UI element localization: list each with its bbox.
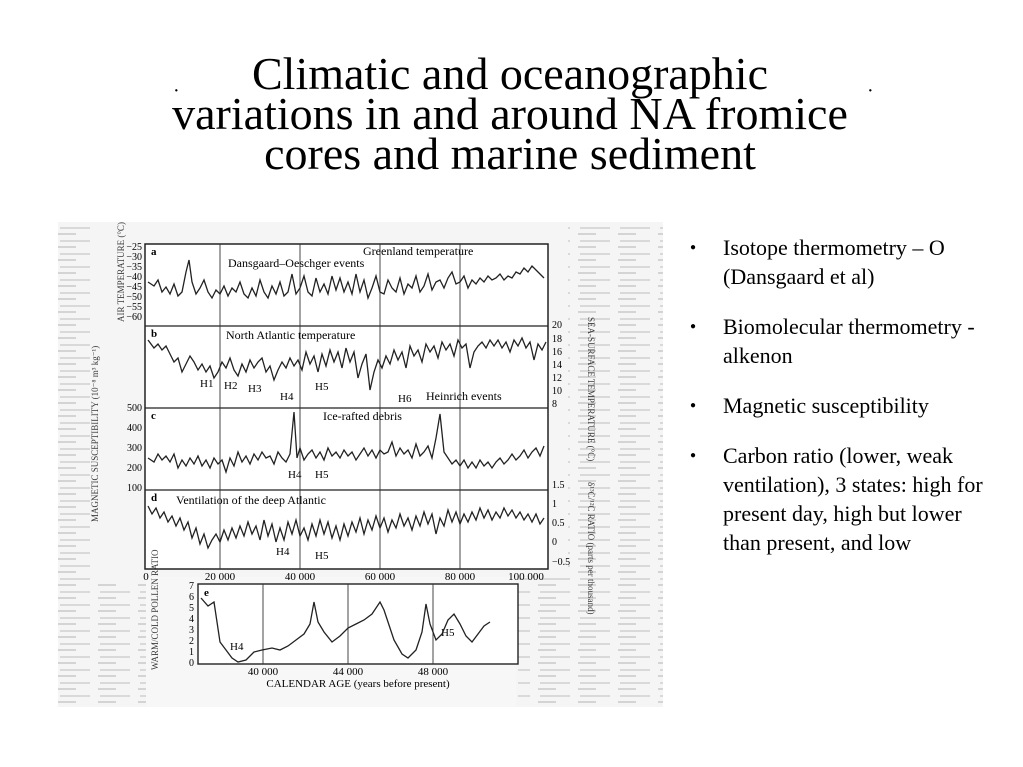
tick-e-1: 6 [189, 592, 194, 603]
trace-north-atlantic-temperature [147, 336, 547, 391]
tick-a-1: −30 [126, 252, 142, 263]
event-label-h1: H1 [200, 378, 213, 390]
tick-a-2: −35 [126, 262, 142, 273]
panel-b-title: North Atlantic temperature [226, 328, 355, 342]
x-tick-4: 80 000 [445, 571, 476, 583]
e-x-tick-0: 40 000 [248, 666, 279, 678]
tick-b-5: 10 [552, 386, 562, 397]
tick-d-3: 0 [552, 537, 557, 548]
tick-b-0: 20 [552, 320, 562, 331]
tick-c-3: 200 [127, 463, 142, 474]
tick-a-3: −40 [126, 272, 142, 283]
panel-d-title: Ventilation of the deep Atlantic [176, 493, 326, 507]
panel-a-annotation: Dansgaard–Oeschger events [228, 256, 365, 270]
ylabel-d: δ¹³C/¹²C RATIO (parts per thousand) [586, 482, 596, 615]
event-label-h6: H6 [398, 393, 412, 405]
panel-b-annotation: Heinrich events [426, 389, 502, 403]
panel-b-letter: b [151, 328, 157, 340]
title-line-2: variations in and around NA fromice [172, 88, 848, 139]
trace-deep-atlantic-ventilation [147, 505, 545, 550]
panel-e-letter: e [204, 587, 209, 599]
tick-a-4: −45 [126, 282, 142, 293]
event-label-h4: H4 [280, 391, 294, 403]
x-tick-3: 60 000 [365, 571, 396, 583]
bullet-isotope-thermometry: Isotope thermometry – O (Dansgaard et al… [688, 233, 998, 291]
tick-a-7: −60 [126, 312, 142, 323]
panel-c-letter: c [151, 410, 156, 422]
tick-c-0: 500 [127, 403, 142, 414]
panel-a-title: Greenland temperature [363, 244, 473, 258]
event-label-d-h4: H4 [276, 546, 290, 558]
e-x-tick-1: 44 000 [333, 666, 364, 678]
tick-b-3: 14 [552, 360, 562, 371]
trace-greenland-temperature [147, 259, 545, 301]
title-line-3: cores and marine sediment [264, 128, 756, 179]
tick-e-7: 0 [189, 658, 194, 669]
tick-e-5: 2 [189, 636, 194, 647]
panel-d-letter: d [151, 492, 157, 504]
event-label-e-h5: H5 [441, 627, 455, 639]
x-tick-2: 40 000 [285, 571, 316, 583]
trace-ice-rafted-debris [147, 411, 545, 475]
tick-c-1: 400 [127, 423, 142, 434]
event-label-c-h5: H5 [315, 469, 329, 481]
tick-e-4: 3 [189, 625, 194, 636]
x-tick-5: 100 000 [508, 571, 544, 583]
tick-a-0: −25 [126, 242, 142, 253]
bullet-carbon-ratio: Carbon ratio (lower, weak ventilation), … [688, 441, 998, 557]
tick-a-5: −50 [126, 292, 142, 303]
event-label-h5: H5 [315, 381, 329, 393]
event-label-h3: H3 [248, 383, 262, 395]
title-line-1: Climatic and oceanographic [251, 48, 769, 99]
bullet-list: Isotope thermometry – O (Dansgaard et al… [688, 233, 998, 578]
ylabel-c: MAGNETIC SUSCEPTIBILITY (10⁻⁸ m³ kg⁻¹) [90, 346, 100, 522]
slide-title: Climatic and oceanographic variations in… [60, 48, 960, 179]
ylabel-a: AIR TEMPERATURE (°C) [116, 222, 126, 322]
event-label-h2: H2 [224, 380, 237, 392]
tick-b-1: 18 [552, 334, 562, 345]
tick-e-6: 1 [189, 647, 194, 658]
tick-e-3: 4 [189, 614, 194, 625]
trace-pollen-ratio [200, 597, 491, 663]
tick-d-1: 1 [552, 499, 557, 510]
bullet-magnetic-susceptibility: Magnetic susceptibility [688, 391, 998, 420]
panel-c-title: Ice-rafted debris [323, 409, 402, 423]
bullet-biomolecular-thermometry: Biomolecular thermometry - alkenon [688, 312, 998, 370]
tick-c-2: 300 [127, 443, 142, 454]
e-x-tick-2: 48 000 [418, 666, 449, 678]
event-label-e-h4: H4 [230, 641, 244, 653]
e-xlabel: CALENDAR AGE (years before present) [266, 678, 450, 690]
tick-d-2: 0.5 [552, 518, 565, 529]
tick-c-4: 100 [127, 483, 142, 494]
event-label-c-h4: H4 [288, 469, 302, 481]
tick-d-0: 1.5 [552, 480, 565, 491]
tick-b-2: 16 [552, 347, 562, 358]
tick-e-2: 5 [189, 603, 194, 614]
x-tick-1: 20 000 [205, 571, 236, 583]
tick-d-4: −0.5 [552, 557, 570, 568]
tick-a-6: −55 [126, 302, 142, 313]
climate-record-figure: a Greenland temperature Dansgaard–Oeschg… [58, 222, 663, 707]
event-label-d-h5: H5 [315, 550, 329, 562]
decorative-dot: · [173, 80, 180, 102]
decorative-dot: · [867, 80, 874, 102]
panel-a-letter: a [151, 246, 157, 258]
tick-e-0: 7 [189, 581, 194, 592]
ylabel-e: WARM/COLD POLLEN RATIO [150, 549, 160, 670]
tick-b-4: 12 [552, 373, 562, 384]
x-tick-0: 0 [143, 571, 149, 583]
tick-b-6: 8 [552, 399, 557, 410]
ylabel-b: SEA-SURFACE TEMPERATURE (°C) [586, 317, 596, 461]
